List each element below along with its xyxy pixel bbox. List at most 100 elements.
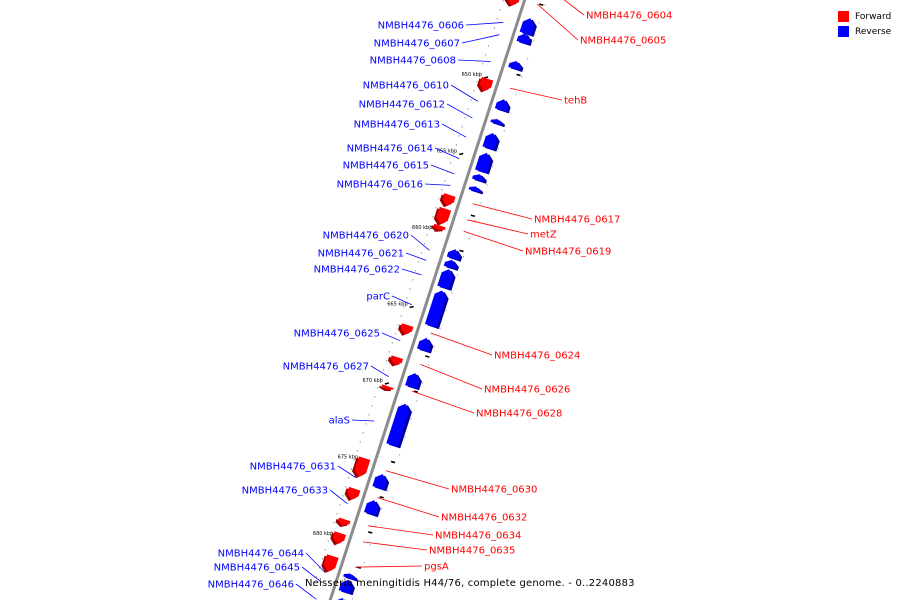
gene-NMBH4476_0645[interactable] [338,579,355,596]
gene-arrow[interactable] [490,119,503,126]
gene-arrow[interactable] [400,323,414,335]
gene-arrow[interactable] [386,403,410,447]
gene-label[interactable]: NMBH4476_0614 [347,144,433,155]
gene-arrow[interactable] [437,269,454,290]
gene-arrow[interactable] [479,76,494,91]
gene-tehB[interactable] [476,76,494,93]
gene-NMBH4476_0644[interactable] [343,573,358,582]
gene-arrow[interactable] [390,355,404,365]
gene-label[interactable]: metZ [530,230,557,241]
gene-arrow[interactable] [405,373,420,389]
gene-arrow[interactable] [433,223,446,231]
gene-arrow[interactable] [508,61,521,71]
gene-label[interactable]: NMBH4476_0631 [250,462,336,473]
gene-label[interactable]: NMBH4476_0625 [294,329,380,340]
gene-label[interactable]: NMBH4476_0608 [370,56,456,67]
gene-arrow[interactable] [494,99,509,112]
gene-NMBH4476_0617[interactable] [439,193,456,208]
gene-label[interactable]: NMBH4476_0632 [441,513,527,524]
gene-label[interactable]: NMBH4476_0613 [354,120,440,131]
gene-NMBH4476_0614[interactable] [475,152,494,175]
gene-label[interactable]: NMBH4476_0606 [378,21,464,32]
gene-NMBH4476_0607[interactable] [516,33,533,47]
gene-arrow[interactable] [472,174,485,183]
gene-parC[interactable] [424,290,449,330]
gene-label[interactable]: NMBH4476_0617 [534,215,620,226]
gene-arrow[interactable] [468,186,481,193]
gene-label[interactable]: NMBH4476_0635 [429,546,515,557]
gene-arrow[interactable] [424,290,447,328]
gene-arrow[interactable] [446,249,460,261]
gene-label[interactable]: NMBH4476_0627 [283,362,369,373]
gene-arrow[interactable] [516,33,530,45]
gene-NMBH4476_0605[interactable] [504,0,520,7]
gene-NMBH4476_0633[interactable] [363,500,381,518]
gene-label[interactable]: parC [366,292,390,303]
gene-label[interactable]: NMBH4476_0619 [525,247,611,258]
gene-NMBH4476_0625[interactable] [417,337,434,354]
gene-NMBH4476_0634[interactable] [335,517,351,527]
gene-arrow[interactable] [338,579,353,594]
gene-pgsA[interactable] [321,554,339,573]
gene-NMBH4476_0621[interactable] [443,259,459,271]
gene-arrow[interactable] [475,152,491,174]
gene-NMBH4476_0606[interactable] [519,18,537,37]
gene-arrow[interactable] [381,384,394,390]
gene-label[interactable]: NMBH4476_0626 [484,385,570,396]
gene-label[interactable]: tehB [564,96,587,107]
gene-label[interactable]: NMBH4476_0621 [318,249,404,260]
gene-label[interactable]: NMBH4476_0633 [242,486,328,497]
gene-alaS[interactable] [386,403,412,449]
gene-label[interactable]: NMBH4476_0620 [323,231,409,242]
gene-label[interactable]: NMBH4476_0616 [337,180,423,191]
gene-label[interactable]: NMBH4476_0615 [343,161,429,172]
gene-label[interactable]: NMBH4476_0604 [586,11,672,22]
gene-arrow[interactable] [354,456,371,477]
gene-NMBH4476_0610[interactable] [494,99,511,114]
gene-arrow[interactable] [363,500,379,516]
gene-NMBH4476_0616[interactable] [468,186,484,195]
gene-NMBH4476_0622[interactable] [437,269,456,291]
gene-NMBH4476_0635[interactable] [330,531,347,546]
gene-label[interactable]: NMBH4476_0630 [451,485,537,496]
gene-NMBH4476_0626[interactable] [387,355,404,367]
gene-NMBH4476_0632[interactable] [344,486,361,501]
gene-label[interactable]: alaS [329,416,350,427]
gene-NMBH4476_0615[interactable] [472,174,487,184]
gene-arrow[interactable] [332,531,347,544]
gene-arrow[interactable] [343,573,356,581]
gene-arrow[interactable] [482,132,498,151]
gene-arrow[interactable] [519,18,535,36]
gene-NMBH4476_0627[interactable] [405,373,422,391]
gene-label[interactable]: NMBH4476_0624 [494,351,580,362]
gene-NMBH4476_0631[interactable] [372,474,390,492]
gene-NMBH4476_0613[interactable] [482,132,500,152]
gene-label[interactable]: NMBH4476_0645 [214,563,300,574]
gene-NMBH4476_0628[interactable] [379,384,394,392]
gene-label[interactable]: NMBH4476_0646 [208,580,294,591]
gene-arrow[interactable] [417,337,431,353]
gene-NMBH4476_0608[interactable] [508,61,524,73]
gene-label[interactable]: NMBH4476_0607 [374,39,460,50]
gene-arrow[interactable] [443,259,457,270]
gene-label[interactable]: NMBH4476_0605 [580,36,666,47]
gene-arrow[interactable] [507,0,520,6]
gene-label[interactable]: NMBH4476_0622 [314,265,400,276]
gene-NMBH4476_0619[interactable] [431,223,446,232]
gene-arrow[interactable] [436,206,452,225]
gene-NMBH4476_0624[interactable] [398,323,414,336]
gene-arrow[interactable] [338,517,351,526]
gene-label[interactable]: NMBH4476_0628 [476,409,562,420]
gene-NMBH4476_0612[interactable] [490,119,506,128]
gene-label[interactable]: pgsA [424,562,449,573]
gene-metZ[interactable] [433,206,452,226]
gene-NMBH4476_0630[interactable] [352,456,371,479]
gene-label[interactable]: NMBH4476_0610 [363,81,449,92]
gene-arrow[interactable] [372,474,387,490]
gene-label[interactable]: NMBH4476_0634 [435,531,521,542]
gene-arrow[interactable] [442,193,456,206]
gene-label[interactable]: NMBH4476_0644 [218,549,304,560]
gene-arrow[interactable] [347,486,361,500]
gene-NMBH4476_0620[interactable] [446,249,463,262]
gene-arrow[interactable] [323,554,339,572]
